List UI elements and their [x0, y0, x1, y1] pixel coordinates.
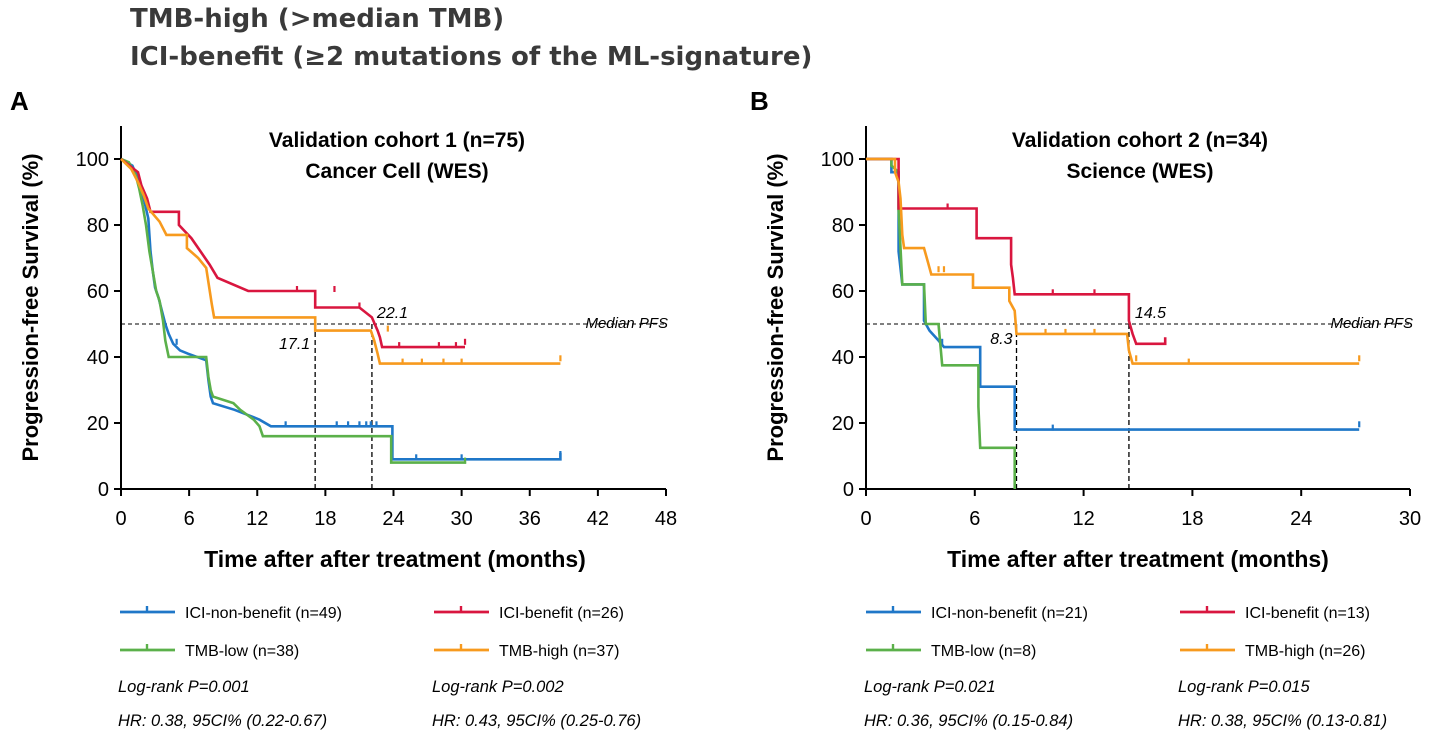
p1-series-ici-benefit [120, 157, 465, 349]
p2-hazard-ratio-1: HR: 0.36, 95CI% (0.15-0.84) [864, 712, 1073, 730]
p2-x-tick-label-30: 30 [1399, 508, 1421, 530]
p1-x-tick-label-42: 42 [587, 508, 609, 530]
p1-panel-label: A [10, 86, 29, 116]
p2-median-value-1: 8.3 [990, 331, 1012, 348]
p1-series-ici-non-benefit [120, 157, 562, 461]
p2-y-tick-label-20: 20 [832, 413, 854, 435]
p1-x-tick-label-6: 6 [184, 508, 195, 530]
p2-median-value-2: 14.5 [1135, 305, 1166, 322]
p1-series-tmb-low [120, 157, 467, 464]
p1-y-tick-label-60: 60 [87, 281, 109, 303]
p1-legend-label-tmb-low: TMB-low (n=38) [185, 643, 299, 660]
p1-median-pfs-label: Median PFS [585, 315, 668, 332]
p2-x-tick-label-0: 0 [860, 508, 871, 530]
p2-legend-label-ici-benefit: ICI-benefit (n=13) [1245, 605, 1370, 622]
p1-hazard-ratio-1: HR: 0.38, 95CI% (0.22-0.67) [118, 712, 327, 730]
p2-median-pfs-label: Median PFS [1330, 315, 1413, 332]
p2-y-tick-label-80: 80 [832, 215, 854, 237]
p1-hazard-ratio-2: HR: 0.43, 95CI% (0.25-0.76) [432, 712, 641, 730]
p1-median-value-2: 22.1 [376, 305, 408, 322]
p2-y-axis-label: Progression-free Survival (%) [763, 153, 788, 461]
p1-y-tick-label-40: 40 [87, 347, 109, 369]
p2-series-tmb-high [866, 157, 1360, 365]
p1-x-tick-label-18: 18 [314, 508, 336, 530]
p1-median-value-1: 17.1 [279, 336, 310, 353]
p2-hazard-ratio-2: HR: 0.38, 95CI% (0.13-0.81) [1178, 712, 1387, 730]
header-line-1: TMB-high (>median TMB) [130, 4, 505, 34]
p1-x-tick-label-36: 36 [519, 508, 541, 530]
p1-y-tick-label-0: 0 [98, 479, 109, 501]
p2-y-tick-label-60: 60 [832, 281, 854, 303]
p2-series-ici-benefit [866, 157, 1167, 346]
p2-y-tick-label-0: 0 [843, 479, 854, 501]
header-line-2: ICI-benefit (≥2 mutations of the ML-sign… [130, 42, 813, 72]
p1-x-tick-label-24: 24 [382, 508, 404, 530]
p2-logrank-1: Log-rank P=0.021 [864, 678, 996, 696]
p2-legend-label-ici-non-benefit: ICI-non-benefit (n=21) [931, 605, 1088, 622]
p1-legend-label-tmb-high: TMB-high (n=37) [499, 643, 620, 660]
p2-y-tick-label-40: 40 [832, 347, 854, 369]
p1-legend-label-ici-benefit: ICI-benefit (n=26) [499, 605, 624, 622]
p2-legend-label-tmb-low: TMB-low (n=8) [931, 643, 1036, 660]
p1-y-axis-label: Progression-free Survival (%) [18, 153, 43, 461]
p1-logrank-1: Log-rank P=0.001 [118, 678, 250, 696]
p1-y-tick-label-100: 100 [76, 149, 109, 171]
p1-x-tick-label-48: 48 [655, 508, 677, 530]
p1-x-axis-label: Time after after treatment (months) [204, 546, 586, 572]
p1-series-tmb-high [120, 158, 561, 365]
p1-x-tick-label-30: 30 [451, 508, 473, 530]
p1-x-tick-label-0: 0 [115, 508, 126, 530]
p2-x-axis-label: Time after after treatment (months) [947, 546, 1329, 572]
p1-title-line-1: Validation cohort 1 (n=75) [269, 129, 525, 152]
p2-x-tick-label-18: 18 [1181, 508, 1203, 530]
p2-x-tick-label-24: 24 [1290, 508, 1312, 530]
p2-title-line-2: Science (WES) [1066, 160, 1213, 183]
p1-title-line-2: Cancer Cell (WES) [305, 160, 488, 183]
p2-x-tick-label-6: 6 [969, 508, 980, 530]
p1-y-tick-label-20: 20 [87, 413, 109, 435]
p2-panel-label: B [750, 86, 769, 116]
p2-legend-label-tmb-high: TMB-high (n=26) [1245, 643, 1366, 660]
p1-logrank-2: Log-rank P=0.002 [432, 678, 564, 696]
p2-x-tick-label-12: 12 [1072, 508, 1094, 530]
p2-y-tick-label-100: 100 [821, 149, 854, 171]
p2-logrank-2: Log-rank P=0.015 [1178, 678, 1310, 696]
p1-x-tick-label-12: 12 [246, 508, 268, 530]
p1-y-tick-label-80: 80 [87, 215, 109, 237]
p2-title-line-1: Validation cohort 2 (n=34) [1012, 129, 1268, 152]
p1-legend-label-ici-non-benefit: ICI-non-benefit (n=49) [185, 605, 342, 622]
